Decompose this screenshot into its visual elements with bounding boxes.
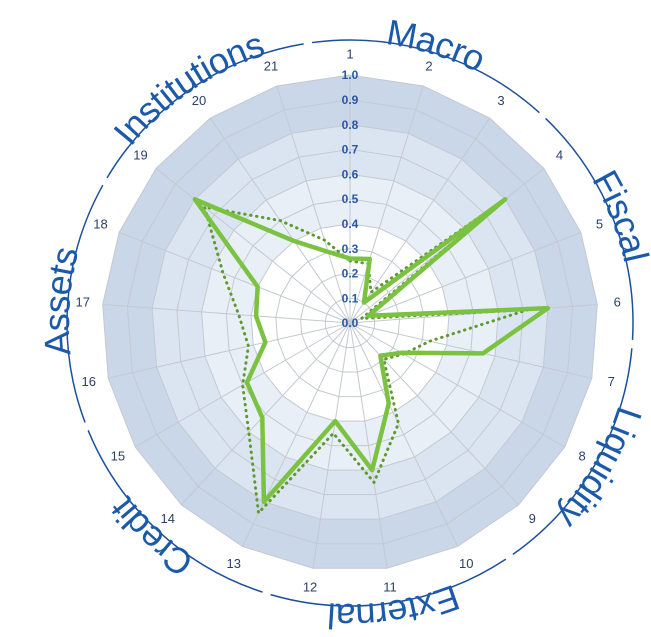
group-label-text: Fiscal: [585, 163, 651, 265]
r-tick-label: 0.4: [342, 217, 359, 231]
category-label: 1: [346, 46, 353, 61]
r-tick-label: 0.9: [342, 93, 359, 107]
category-label: 18: [93, 217, 107, 232]
spoke: [118, 231, 351, 324]
grid-line: [126, 99, 574, 545]
category-label: 20: [192, 93, 206, 108]
spoke: [276, 85, 351, 324]
group-arc: [270, 558, 507, 607]
group-label: Macro: [384, 11, 492, 80]
grid-line: [225, 198, 475, 447]
spoke: [155, 167, 351, 324]
spoke: [108, 322, 351, 379]
category-label: 12: [303, 579, 317, 594]
category-label: 7: [608, 374, 615, 389]
grid-line: [275, 248, 425, 398]
category-label: 15: [111, 448, 125, 463]
category-label: 4: [556, 147, 563, 162]
category-label: 8: [578, 448, 585, 463]
grid-line: [176, 148, 524, 496]
r-tick-label: 0.7: [342, 143, 359, 157]
group-arc: [512, 348, 633, 556]
r-tick-label: 0.8: [342, 118, 359, 132]
grid-line: [102, 74, 598, 569]
spoke: [102, 303, 351, 324]
category-label: 3: [497, 93, 504, 108]
category-label: 9: [529, 511, 536, 526]
spoke: [134, 322, 351, 448]
spoke: [349, 117, 491, 324]
spoke: [349, 85, 424, 324]
r-tick-label: 0.5: [342, 192, 359, 206]
category-label: 19: [133, 147, 147, 162]
group-label-text: Macro: [384, 11, 492, 80]
group-arc: [87, 430, 263, 593]
category-label: 10: [459, 556, 473, 571]
category-label: 21: [264, 58, 278, 73]
spoke: [349, 322, 520, 506]
r-tick-label: 0.3: [342, 242, 359, 256]
group-arc: [311, 39, 540, 114]
category-label: 2: [425, 58, 432, 73]
group-arc: [545, 117, 634, 340]
band: [201, 174, 499, 471]
spoke: [180, 322, 351, 506]
series-line: [192, 197, 551, 505]
category-label: 16: [81, 374, 95, 389]
r-tick-label: 0.2: [342, 267, 359, 281]
spoke: [349, 322, 388, 569]
spoke: [349, 167, 545, 324]
category-label: 14: [160, 511, 174, 526]
r-tick-label: 1.0: [342, 68, 359, 82]
spoke: [349, 322, 592, 379]
r-tick-label: 0.0: [342, 316, 359, 330]
spoke: [312, 322, 351, 569]
category-label: 17: [76, 294, 90, 309]
grid-line: [250, 223, 450, 422]
spoke: [349, 231, 582, 324]
grid-line: [300, 272, 400, 373]
spoke: [349, 322, 566, 448]
group-arc: [106, 43, 304, 179]
category-label: 11: [383, 579, 397, 594]
r-tick-label: 0.6: [342, 167, 359, 181]
grid-line: [151, 124, 549, 520]
category-label: 5: [596, 217, 603, 232]
category-label: 6: [614, 294, 621, 309]
spoke: [349, 322, 459, 547]
group-label: Fiscal: [585, 163, 651, 265]
category-label: 13: [226, 556, 240, 571]
grid-line: [201, 173, 499, 471]
r-tick-label: 0.1: [342, 291, 359, 305]
group-arc: [66, 184, 104, 423]
